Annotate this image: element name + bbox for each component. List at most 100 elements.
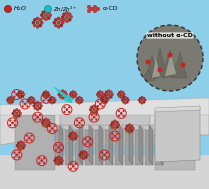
- Circle shape: [101, 156, 103, 158]
- Circle shape: [40, 105, 43, 107]
- Circle shape: [70, 15, 73, 19]
- Circle shape: [28, 137, 31, 139]
- Circle shape: [28, 101, 31, 103]
- Circle shape: [53, 21, 56, 24]
- Circle shape: [75, 99, 78, 101]
- Text: $H_2O$: $H_2O$: [13, 5, 27, 13]
- Circle shape: [75, 93, 77, 96]
- Circle shape: [32, 21, 35, 24]
- Circle shape: [49, 130, 51, 132]
- Circle shape: [48, 122, 51, 124]
- Polygon shape: [65, 130, 73, 165]
- Circle shape: [100, 99, 103, 101]
- Circle shape: [95, 114, 97, 116]
- Circle shape: [106, 156, 108, 158]
- Circle shape: [82, 150, 85, 153]
- Circle shape: [36, 101, 39, 104]
- Circle shape: [64, 96, 66, 98]
- Circle shape: [70, 95, 72, 98]
- Polygon shape: [155, 115, 195, 170]
- Circle shape: [80, 151, 83, 154]
- Circle shape: [91, 118, 93, 121]
- Circle shape: [47, 16, 50, 19]
- Polygon shape: [131, 125, 143, 130]
- Circle shape: [55, 157, 57, 160]
- Circle shape: [103, 99, 106, 101]
- Circle shape: [26, 105, 28, 107]
- Circle shape: [124, 99, 126, 101]
- Polygon shape: [172, 52, 187, 78]
- Circle shape: [78, 99, 80, 101]
- Circle shape: [74, 132, 77, 135]
- Circle shape: [122, 115, 125, 117]
- Circle shape: [60, 144, 62, 146]
- Circle shape: [38, 162, 41, 164]
- Circle shape: [102, 93, 104, 96]
- Polygon shape: [15, 115, 55, 170]
- Circle shape: [39, 102, 41, 105]
- Polygon shape: [55, 130, 63, 165]
- Circle shape: [139, 97, 141, 99]
- Circle shape: [111, 93, 114, 96]
- Circle shape: [54, 18, 57, 21]
- Circle shape: [51, 96, 53, 98]
- Circle shape: [9, 102, 11, 104]
- Circle shape: [65, 15, 68, 19]
- Circle shape: [118, 110, 120, 112]
- Circle shape: [60, 18, 63, 21]
- Circle shape: [143, 97, 145, 99]
- Circle shape: [74, 137, 77, 140]
- Circle shape: [70, 163, 72, 165]
- Circle shape: [45, 14, 47, 17]
- Polygon shape: [119, 125, 123, 165]
- Circle shape: [87, 5, 91, 9]
- Circle shape: [103, 102, 106, 104]
- Circle shape: [65, 20, 68, 23]
- Circle shape: [99, 93, 101, 96]
- Polygon shape: [155, 108, 200, 162]
- Circle shape: [18, 115, 20, 117]
- Circle shape: [72, 131, 74, 134]
- Circle shape: [34, 118, 36, 121]
- Circle shape: [132, 127, 135, 130]
- Circle shape: [45, 18, 47, 21]
- Circle shape: [102, 105, 104, 107]
- Circle shape: [22, 142, 25, 144]
- Polygon shape: [145, 55, 158, 80]
- Circle shape: [123, 93, 125, 96]
- Circle shape: [103, 154, 106, 156]
- Circle shape: [95, 118, 97, 121]
- Circle shape: [42, 124, 45, 127]
- Polygon shape: [155, 106, 200, 112]
- Circle shape: [89, 143, 91, 145]
- Circle shape: [13, 96, 15, 98]
- Circle shape: [126, 130, 129, 132]
- Circle shape: [145, 60, 150, 64]
- Circle shape: [31, 135, 33, 137]
- Circle shape: [114, 120, 116, 122]
- Circle shape: [11, 101, 14, 103]
- Circle shape: [43, 99, 45, 102]
- Circle shape: [47, 95, 49, 98]
- Circle shape: [68, 13, 71, 16]
- Circle shape: [33, 24, 36, 27]
- Circle shape: [57, 163, 60, 166]
- Circle shape: [97, 101, 99, 103]
- Circle shape: [144, 99, 146, 101]
- Circle shape: [117, 93, 119, 96]
- Circle shape: [40, 14, 43, 17]
- Circle shape: [20, 93, 22, 96]
- Polygon shape: [0, 155, 209, 189]
- Circle shape: [30, 96, 32, 98]
- Circle shape: [116, 126, 119, 129]
- Circle shape: [111, 121, 114, 124]
- Circle shape: [49, 97, 51, 99]
- Circle shape: [42, 11, 45, 14]
- Circle shape: [11, 97, 14, 99]
- Circle shape: [18, 96, 20, 98]
- Circle shape: [16, 144, 19, 147]
- Circle shape: [45, 118, 47, 121]
- Circle shape: [60, 24, 63, 27]
- Circle shape: [93, 5, 97, 9]
- Circle shape: [38, 157, 41, 160]
